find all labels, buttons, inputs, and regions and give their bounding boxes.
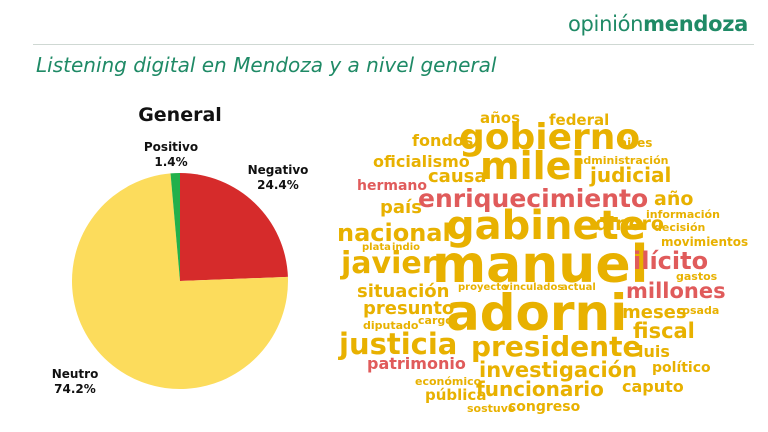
brand-logo: opiniónmendoza [568,12,748,36]
slice-label-neutro: Neutro 74.2% [30,367,120,397]
slice-value-neutro: 74.2% [54,382,96,396]
slice-value-positivo: 1.4% [154,155,188,169]
slice-name-neutro: Neutro [51,367,99,381]
pie-slice-neutro [71,173,288,390]
header-divider [33,44,754,45]
slice-value-negativo: 24.4% [257,178,299,192]
slice-name-positivo: Positivo [143,140,199,154]
page-subtitle: Listening digital en Mendoza y a nivel g… [36,53,497,77]
slice-name-negativo: Negativo [247,163,309,177]
slice-label-negativo: Negativo 24.4% [228,163,328,193]
pie-slice-positivo [170,173,180,281]
pie-slice-negativo [180,173,288,281]
pie-slices [71,173,288,390]
brand-light: opinión [567,12,644,36]
brand-bold: mendoza [643,12,748,36]
pie-chart-title: General [138,104,222,126]
slice-label-positivo: Positivo 1.4% [126,140,216,170]
